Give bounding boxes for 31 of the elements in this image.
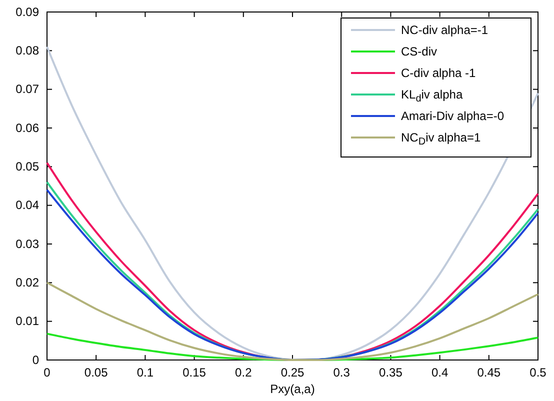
x-tick-label: 0.1 [136,366,154,380]
x-tick-label: 0.4 [431,366,448,380]
legend-label: CS-div [401,44,438,58]
legend-label: NC-div alpha=-1 [401,23,488,37]
y-tick-label: 0.06 [16,120,40,135]
legend-label: KL$_{d}$iv alpha [401,88,463,104]
x-axis-title: Pxy(a,a) [270,382,315,396]
line-series [46,332,539,361]
legend-label: C-div alpha -1 [401,66,476,80]
y-tick-label: 0.01 [16,314,40,328]
x-tick-label: 0.05 [84,366,108,380]
y-tick-label: 0.04 [16,198,40,212]
legend-label: NC$_{D}$iv alpha=1 [401,130,481,148]
x-tick-label: 0.25 [280,366,304,380]
y-tick-label: 0.05 [16,160,40,174]
y-tick-label: 0.08 [16,44,40,58]
x-tick-label: 0.2 [235,366,252,380]
y-tick-label: 0 [32,352,40,367]
line-series [46,282,539,361]
x-tick-label: 0 [44,366,51,380]
line-series [46,46,539,361]
x-tick-label: 0.15 [182,366,206,380]
y-tick-label: 0.07 [16,82,40,96]
x-tick-label: 0.35 [379,366,403,380]
y-tick-label: 0.03 [16,236,40,251]
legend-label: Amari-Div alpha=-0 [401,109,504,123]
x-tick-label: 0.45 [477,366,501,380]
y-tick-label: 0.02 [16,276,40,290]
x-tick-label: 0.5 [530,366,547,380]
x-tick-label: 0.3 [333,366,350,380]
y-tick-label: 0.09 [16,4,40,19]
